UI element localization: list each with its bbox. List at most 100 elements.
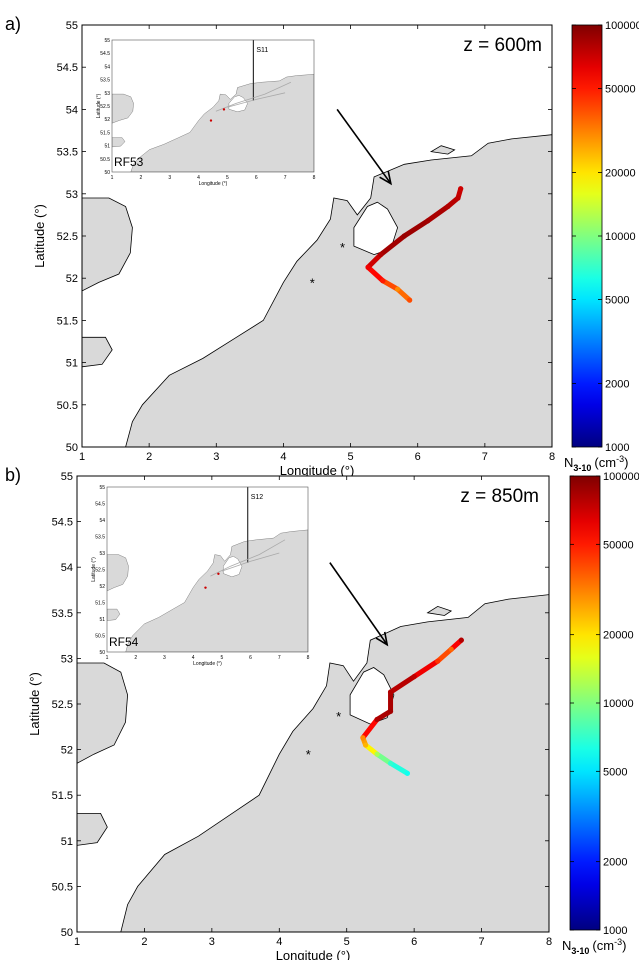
inset-station-marker: [204, 586, 206, 588]
flight-track-point: [363, 742, 368, 747]
inset-x-tick-label: 8: [307, 655, 310, 661]
inset-map: S11 1 2 3 4 5 6 7 8 50 50.5 51 51.5 52 52.5 53 53.5 54 54.…: [96, 38, 316, 187]
inset-y-axis-label: Latitude (°): [91, 557, 97, 582]
flight-track-point: [405, 771, 410, 776]
inset-x-axis-label: Longitude (°): [193, 661, 222, 667]
panel-label: b): [5, 465, 21, 485]
x-tick-label: 7: [482, 451, 488, 463]
colorbar-tick-label: 2000: [605, 378, 629, 390]
y-tick-label: 51.5: [57, 315, 78, 327]
map-panel-a: **1 2 3 4 5 6 7 85050.55151.55252.55353.55454.5…: [5, 14, 555, 478]
flight-track-point: [449, 647, 454, 652]
colorbar-tick-label: 10000: [603, 698, 634, 710]
colorbar-label-label-unit: (cm: [592, 938, 614, 953]
colorbar-tick-label: 20000: [605, 167, 636, 179]
y-tick-label: 52.5: [52, 699, 73, 711]
colorbar-tick-label: 20000: [603, 630, 634, 642]
x-tick-label: 5: [344, 936, 350, 948]
x-tick-label: 7: [479, 936, 485, 948]
inset-x-tick-label: 8: [313, 175, 316, 181]
colorbar-tick-label: 10000: [605, 231, 636, 243]
colorbar-label-label: N: [564, 455, 573, 470]
y-tick-label: 52: [61, 745, 73, 757]
x-tick-label: 5: [348, 451, 354, 463]
y-tick-label: 51.5: [52, 790, 73, 802]
flight-track-point: [360, 735, 365, 740]
inset-y-tick-label: 50: [104, 170, 110, 176]
y-tick-label: 50: [66, 442, 78, 454]
inset-flight-label: RF53: [114, 155, 144, 169]
inset-y-tick-label: 52: [104, 117, 110, 123]
y-tick-label: 55: [66, 20, 78, 32]
inset-x-tick-label: 2: [134, 655, 137, 661]
inset-x-tick-label: 1: [106, 655, 109, 661]
inset-y-tick-label: 54.5: [100, 51, 110, 57]
flight-track-point: [445, 204, 450, 209]
x-tick-label: 2: [146, 451, 152, 463]
flight-track-point: [459, 638, 464, 643]
map-panel-b: **1 2 3 4 5 6 7 85050.55151.55252.55353.55454.5…: [5, 465, 552, 960]
inset-x-tick-label: 1: [111, 175, 114, 181]
x-tick-label: 6: [411, 936, 417, 948]
inset-y-tick-label: 51.5: [95, 601, 105, 607]
y-tick-label: 52: [66, 273, 78, 285]
flight-track-point: [395, 287, 400, 292]
flight-track-point: [374, 717, 379, 722]
inset-station-marker: [210, 119, 212, 121]
colorbar-label-label-exp: -3: [616, 454, 624, 464]
inset-y-tick-label: 50: [99, 650, 105, 656]
inset-y-tick-label: 52: [99, 584, 105, 590]
flight-track-point: [435, 659, 440, 664]
inset-x-tick-label: 3: [168, 175, 171, 181]
inset-y-tick-label: 53: [104, 91, 110, 97]
inset-y-tick-label: 55: [99, 485, 105, 491]
colorbar-tick-label: 50000: [605, 84, 636, 96]
y-tick-label: 50.5: [57, 400, 78, 412]
colorbar-tick-label: 50000: [603, 539, 634, 551]
inset-y-tick-label: 50.5: [95, 634, 105, 640]
altitude-annotation: z = 600m: [463, 35, 542, 56]
inset-x-axis-label: Longitude (°): [199, 181, 228, 187]
x-axis-label: Longitude (°): [276, 948, 351, 960]
y-tick-label: 50.5: [52, 881, 73, 893]
x-tick-label: 4: [276, 936, 282, 948]
x-tick-label: 4: [280, 451, 286, 463]
flight-track-point: [380, 278, 385, 283]
y-axis-label: Latitude (°): [32, 204, 47, 268]
inset-y-tick-label: 53.5: [100, 78, 110, 84]
colorbar-tick-label: 5000: [605, 295, 629, 307]
station-marker: *: [306, 747, 311, 762]
inset-station-marker: [217, 573, 219, 575]
flight-track-point: [458, 186, 463, 191]
panel-label: a): [5, 14, 21, 34]
colorbar-tick-label: 2000: [603, 857, 627, 869]
y-tick-label: 55: [61, 471, 73, 483]
colorbar-label-label-exp: -3: [614, 937, 622, 947]
y-tick-label: 54.5: [57, 62, 78, 74]
colorbar-tick-label: 100000: [605, 20, 639, 32]
y-tick-label: 54.5: [52, 517, 73, 529]
colorbar-tick-label: 1000: [605, 442, 629, 454]
colorbar-label-label-sub: 3-10: [571, 946, 589, 956]
flight-track-point: [455, 195, 460, 200]
inset-flight-label: RF54: [109, 635, 139, 649]
inset-x-tick-label: 6: [255, 175, 258, 181]
flight-track-point: [365, 265, 370, 270]
y-tick-label: 51: [66, 358, 78, 370]
colorbar-b: 100000500002000010000500020001000N3-10 (c…: [562, 471, 639, 956]
inset-y-tick-label: 55: [104, 38, 110, 44]
x-tick-label: 6: [415, 451, 421, 463]
inset-y-tick-label: 50.5: [100, 157, 110, 163]
x-tick-label: 8: [546, 936, 552, 948]
x-tick-label: 2: [141, 936, 147, 948]
inset-x-tick-label: 7: [284, 175, 287, 181]
inset-y-tick-label: 51.5: [100, 130, 110, 136]
inset-y-tick-label: 51: [99, 617, 105, 623]
y-tick-label: 52.5: [57, 231, 78, 243]
flight-track-point: [388, 709, 393, 714]
flight-track-point: [378, 252, 383, 257]
inset-x-tick-label: 2: [139, 175, 142, 181]
x-tick-label: 1: [74, 936, 80, 948]
y-tick-label: 53: [61, 653, 73, 665]
